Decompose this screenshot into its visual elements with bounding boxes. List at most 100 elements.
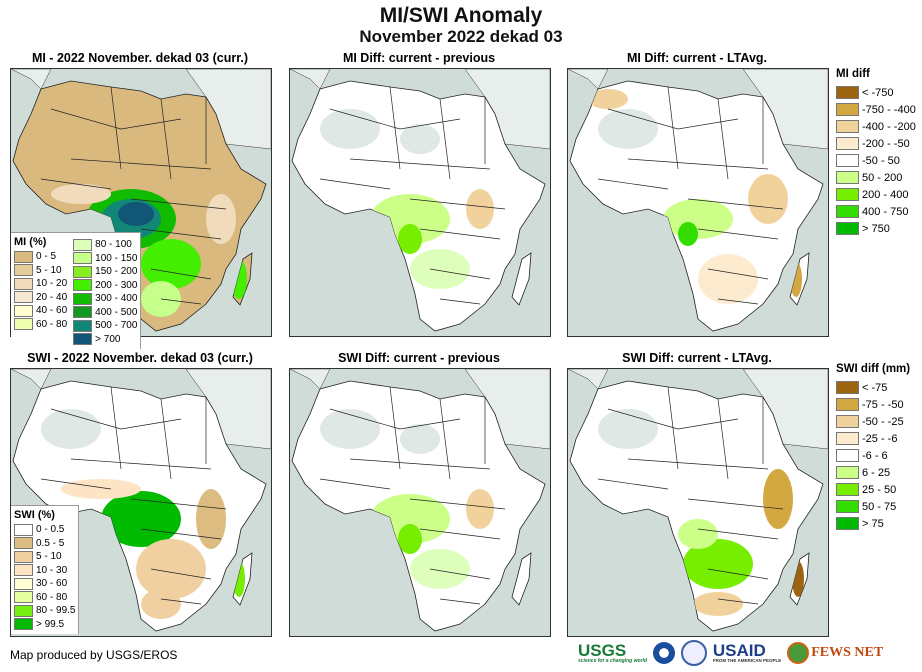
legend-swatch [836,466,859,479]
legend-item: 300 - 400 [73,292,137,306]
legend-swatch [836,154,859,167]
legend-item: -25 - -6 [836,430,910,447]
legend-label: 500 - 700 [95,320,138,332]
legend-label: 50 - 200 [862,171,903,184]
map-region [400,124,440,154]
map-region [410,549,470,589]
legend-label: 60 - 80 [36,318,68,330]
legend-label: 80 - 100 [95,239,132,251]
country-borders [597,86,784,305]
legend-item: -200 - -50 [836,135,916,152]
fewsnet-logo: FEWS NET [787,642,883,664]
legend-item: 400 - 750 [836,203,916,220]
legend-label: -50 - 50 [862,154,900,167]
legend-swatch [14,591,33,604]
legend-item: 20 - 40 [14,291,67,305]
map-region [588,89,628,109]
legend-item: > 75 [836,515,910,532]
map-region [118,202,154,226]
map-panel [289,368,551,637]
panel-title: MI - 2022 November. dekad 03 (curr.) [31,51,249,65]
legend-swatch [73,265,93,278]
legend-swatch [14,250,33,263]
subtitle: November 2022 dekad 03 [359,27,563,46]
legend-item: 150 - 200 [73,265,137,279]
legend-item: > 700 [73,333,137,347]
legend-item: 60 - 80 [14,318,67,332]
legend-swatch [836,415,859,428]
legend-label: 200 - 300 [95,279,138,291]
legend-item: 0 - 0.5 [14,523,75,537]
legend-swatch [14,264,33,277]
map-region [398,224,422,254]
legend-item: < -75 [836,379,910,396]
legend-label: 80 - 99.5 [36,605,76,617]
usaid-seal [680,640,707,666]
legend-title: MI diff [836,68,870,80]
legend-swatch [14,291,33,304]
map-region [233,561,245,597]
legend-label: -6 - 6 [862,449,888,462]
legend-item: 5 - 10 [14,550,75,564]
legend-item: 50 - 200 [836,169,916,186]
legend-item: 200 - 400 [836,186,916,203]
footer-credit: Map produced by USGS/EROS [10,648,178,662]
country-borders [40,386,227,605]
noaa-logo [652,642,675,664]
legend-item: -75 - -50 [836,396,910,413]
legend-label: -25 - -6 [862,432,898,445]
country-borders [40,86,227,305]
legend-label: -200 - -50 [862,137,910,150]
legend-item: > 99.5 [14,618,75,632]
map-panel [10,368,272,637]
panel-title: SWI - 2022 November. dekad 03 (curr.) [27,351,253,365]
legend-swatch [14,550,33,563]
map-region [400,424,440,454]
legend-label: 5 - 10 [36,264,62,276]
legend-label: 40 - 60 [36,305,68,317]
legend-swatch [73,306,93,319]
legend-label: -750 - -400 [862,103,916,116]
map-region [410,249,470,289]
legend-swatch [14,304,33,317]
legend-item: -6 - 6 [836,447,910,464]
legend-swatch [14,537,33,550]
legend-swatch [836,120,859,133]
legend-item: -50 - -25 [836,413,910,430]
legend-label: 10 - 30 [36,564,68,576]
legend-swatch [836,483,859,496]
legend-swatch [836,222,859,235]
legend-label: 10 - 20 [36,278,68,290]
map-region [466,489,494,529]
legend-label: < -75 [862,381,888,394]
africa-map [290,69,550,332]
legend-label: -75 - -50 [862,398,904,411]
legend-item: 60 - 80 [14,591,75,605]
legend-swatch [836,381,859,394]
legend-item: 25 - 50 [836,481,910,498]
map-region [206,194,236,244]
legend-swatch [836,171,859,184]
legend-swatch [14,564,33,577]
legend-swatch [836,137,859,150]
legend-swatch [14,604,33,617]
legend-label: 0 - 5 [36,251,57,263]
map-region [136,539,206,599]
map-region [231,259,247,299]
legend-swatch [73,238,93,251]
legend-label: 200 - 400 [862,188,909,201]
legend-swatch [14,523,33,536]
legend-label: 100 - 150 [95,252,138,264]
africa-map [11,69,271,332]
panel-title: SWI Diff: current - previous [338,351,500,365]
legend-label: 0 - 0.5 [36,524,65,536]
legend-item: 30 - 60 [14,577,75,591]
panel-title: SWI Diff: current - LTAvg. [622,351,772,365]
map-region [790,261,802,297]
legend-label: > 750 [862,222,890,235]
legend-label: 25 - 50 [862,483,897,496]
legend-label: 300 - 400 [95,293,138,305]
legend-item: 400 - 500 [73,306,137,320]
map-panel [567,368,829,637]
